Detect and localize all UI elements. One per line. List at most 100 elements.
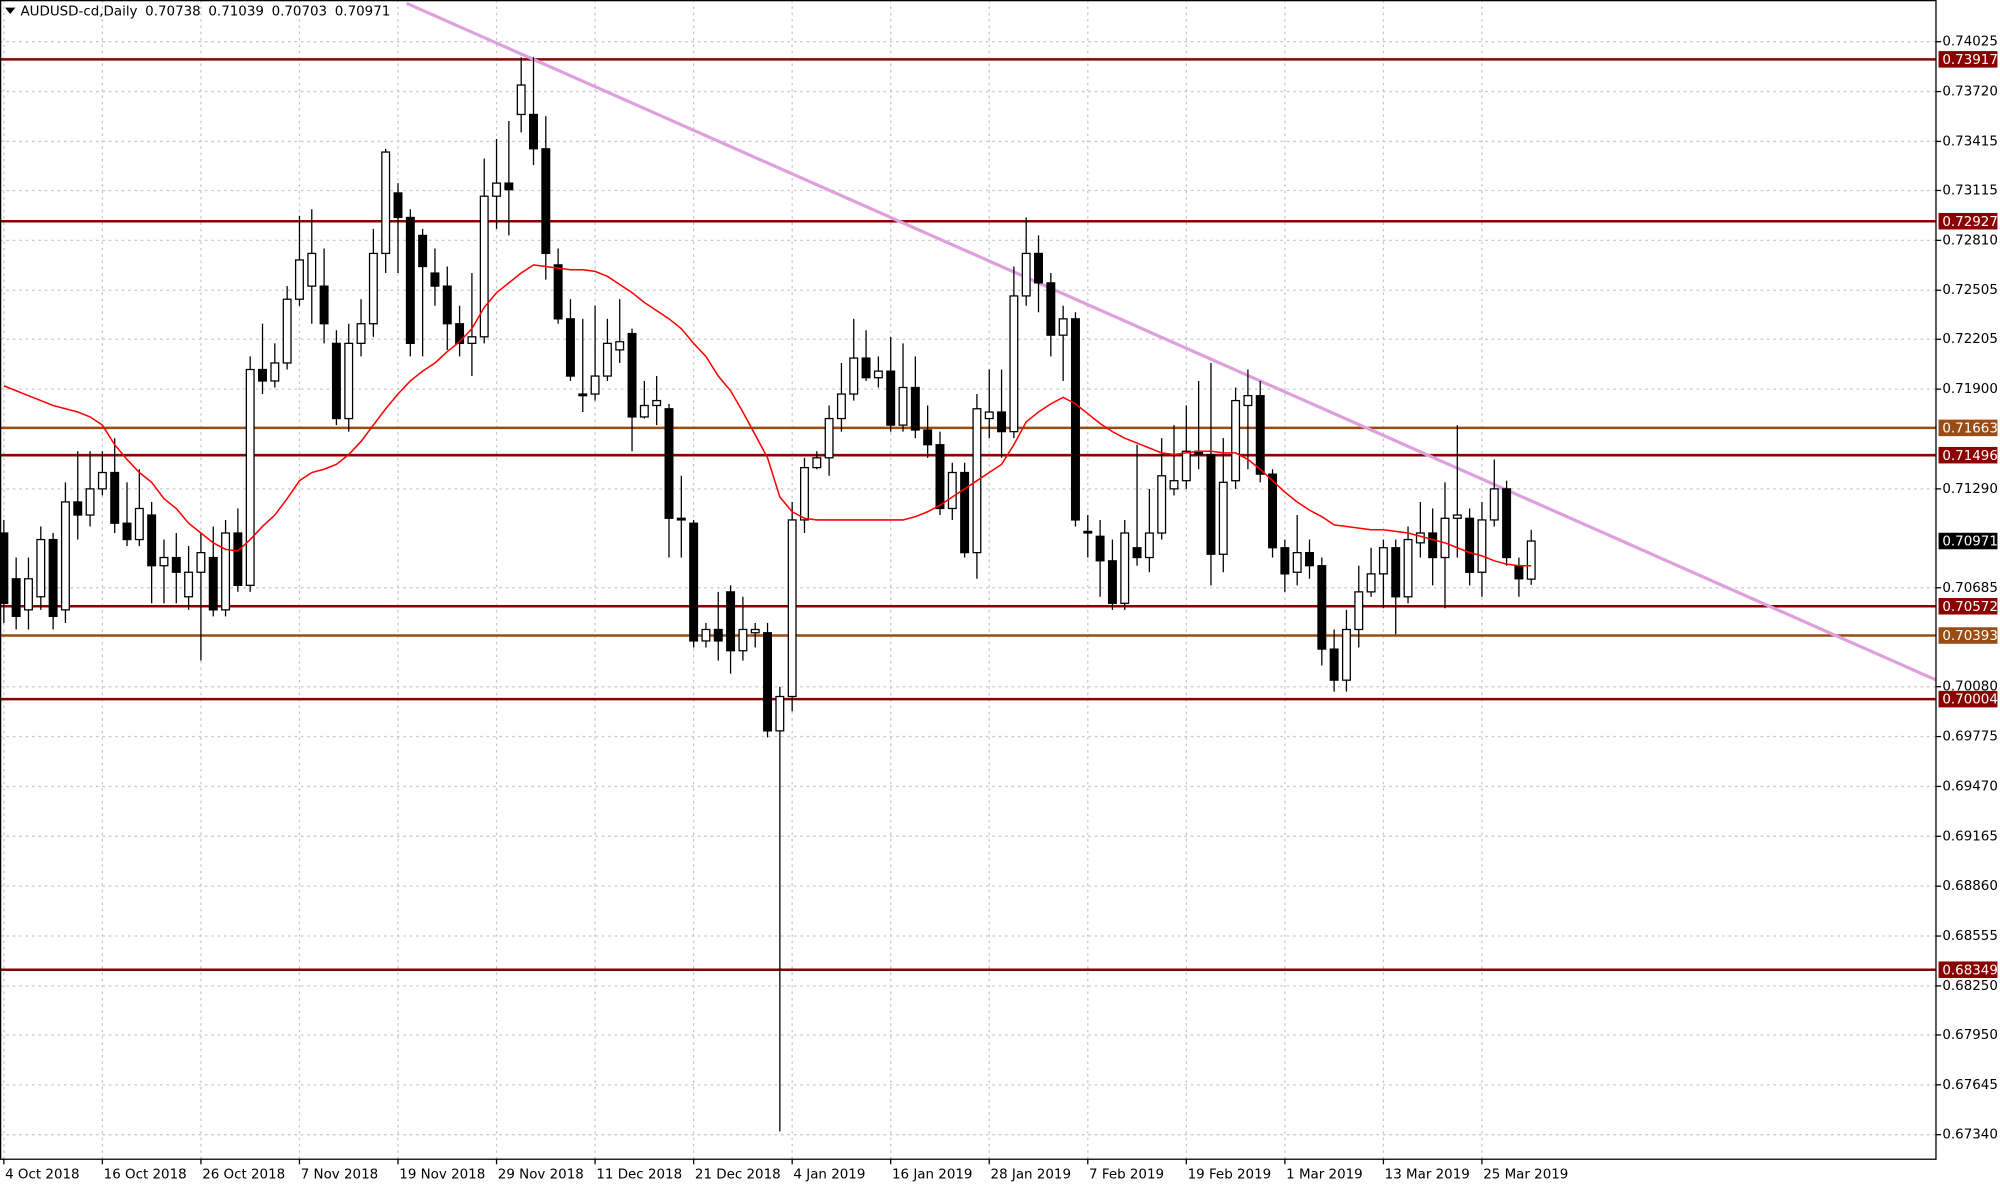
candle-body: [0, 532, 9, 604]
price-label: 0.70971: [1942, 535, 1998, 550]
candle-body: [1465, 517, 1475, 573]
candle-body: [492, 182, 502, 197]
axes: 0.74025 0.73720 0.73415 0.73115 0.72810 0.725…: [3, 35, 1998, 1183]
candle-body: [60, 501, 70, 611]
candle-body: [997, 411, 1007, 433]
candle-body: [1070, 318, 1080, 521]
candle-body: [159, 556, 169, 567]
x-tick-label: 4 Oct 2018: [5, 1168, 79, 1183]
candle-body: [529, 113, 538, 150]
candle-body: [664, 408, 674, 519]
y-tick-label: 0.70685: [1942, 581, 1998, 596]
level-label: 0.73917: [1942, 53, 1998, 68]
x-tick-label: 13 Mar 2019: [1385, 1168, 1470, 1183]
candle-body: [1107, 560, 1117, 604]
chart-title: AUDUSD-cd,Daily: [20, 4, 137, 19]
candle-body: [726, 591, 736, 652]
candle-body: [221, 532, 231, 611]
y-tick-label: 0.72810: [1942, 233, 1998, 248]
trendline: [405, 1, 1936, 682]
candle-body: [442, 285, 452, 325]
candle-body: [578, 393, 588, 397]
x-tick-label: 16 Oct 2018: [104, 1168, 187, 1183]
x-tick-label: 26 Oct 2018: [202, 1168, 285, 1183]
x-tick-label: 29 Nov 2018: [498, 1168, 584, 1183]
candle-body: [1317, 565, 1327, 650]
level-label: 0.72927: [1942, 215, 1998, 230]
candle-body: [1144, 532, 1154, 559]
candle-body: [836, 393, 846, 420]
level-label: 0.70004: [1942, 693, 1998, 708]
candle-body: [1255, 395, 1265, 475]
candle-body: [85, 488, 95, 516]
candle-body: [689, 522, 699, 642]
x-tick-label: 25 Mar 2019: [1483, 1168, 1568, 1183]
candle-body: [627, 332, 637, 418]
x-tick-label: 19 Feb 2019: [1188, 1168, 1272, 1183]
candle-body: [1415, 532, 1425, 544]
x-tick-label: 19 Nov 2018: [399, 1168, 485, 1183]
y-tick-label: 0.73115: [1942, 184, 1998, 199]
candle-body: [590, 375, 600, 395]
y-tick-label: 0.72505: [1942, 283, 1998, 298]
candle-body: [430, 272, 440, 287]
y-tick-label: 0.73720: [1942, 85, 1998, 100]
x-tick-label: 28 Jan 2019: [991, 1168, 1071, 1183]
candle-body: [23, 578, 33, 611]
candle-body: [1440, 517, 1450, 559]
candle-body: [233, 532, 243, 586]
y-tick-label: 0.67950: [1942, 1028, 1998, 1043]
candle-body: [258, 368, 267, 382]
candle-body: [171, 556, 181, 573]
candle-body: [11, 578, 21, 618]
candle-body: [1095, 535, 1105, 562]
y-tick-label: 0.71290: [1942, 482, 1998, 497]
x-tick-label: 16 Jan 2019: [892, 1168, 972, 1183]
candle-body: [1366, 573, 1376, 593]
candle-body: [1243, 395, 1253, 407]
candle-body: [713, 628, 723, 642]
moving-average: [3, 264, 1532, 567]
candle-body: [270, 362, 280, 382]
level-label: 0.70393: [1942, 629, 1998, 644]
candle-body: [1206, 453, 1216, 555]
candle-body: [479, 195, 489, 338]
header-open: 0.70738: [145, 4, 201, 19]
price-label-box: [1938, 532, 1998, 550]
candle-body: [294, 259, 304, 300]
candle-body: [307, 252, 317, 287]
x-tick-label: 21 Dec 2018: [695, 1168, 781, 1183]
candle-body: [405, 216, 415, 344]
candle-body: [331, 342, 341, 420]
candle-body: [73, 501, 83, 516]
candle-body: [1329, 648, 1339, 681]
candle-body: [208, 556, 218, 611]
candle-body: [738, 628, 748, 652]
x-tick-label: 4 Jan 2019: [793, 1168, 865, 1183]
level-label-box: [1938, 446, 1998, 464]
grid: [0, 0, 1936, 1160]
candle-body: [1391, 547, 1401, 598]
candle-body: [750, 628, 760, 634]
candle-body: [134, 507, 144, 541]
x-tick-label: 11 Dec 2018: [596, 1168, 682, 1183]
y-tick-label: 0.68555: [1942, 929, 1998, 944]
candle-body: [1231, 399, 1241, 482]
candle-body: [775, 695, 785, 732]
y-tick-label: 0.72205: [1942, 332, 1998, 347]
candle-body: [812, 457, 822, 469]
header-low: 0.70703: [272, 4, 328, 19]
level-label-box: [1938, 627, 1998, 644]
candle-body: [701, 628, 711, 642]
candle-body: [799, 466, 809, 521]
candle-body: [1280, 547, 1290, 575]
candle-body: [110, 471, 120, 524]
plot-area: [0, 1, 1936, 1132]
candle-body: [1009, 295, 1019, 433]
candle-body: [676, 517, 686, 521]
candle-body: [787, 519, 797, 698]
candle-body: [886, 370, 896, 426]
candle-body: [1218, 481, 1228, 555]
candle-body: [1083, 530, 1093, 534]
